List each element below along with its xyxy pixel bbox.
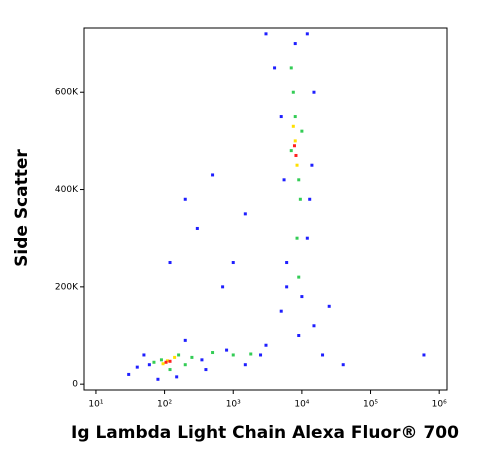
data-point <box>291 90 295 94</box>
data-point <box>297 334 301 338</box>
data-point <box>177 353 181 357</box>
data-point <box>164 360 168 364</box>
data-point <box>305 32 309 36</box>
x-tick-label: 10⁴ <box>294 400 309 410</box>
data-point <box>175 375 179 379</box>
data-point <box>292 144 296 148</box>
data-point <box>168 261 172 265</box>
data-point <box>312 324 316 328</box>
data-point <box>279 309 283 313</box>
data-point <box>190 355 194 359</box>
data-point <box>231 261 235 265</box>
data-point <box>211 351 215 355</box>
data-point <box>183 363 187 367</box>
plot-frame <box>83 27 448 391</box>
data-point <box>293 139 297 143</box>
data-point <box>264 343 268 347</box>
data-point <box>127 372 131 376</box>
y-tick-label: 200K <box>55 282 79 292</box>
data-point <box>285 261 289 265</box>
data-point <box>204 368 208 372</box>
data-point <box>152 360 156 364</box>
data-point <box>297 178 301 182</box>
data-point <box>225 348 229 352</box>
data-point <box>200 358 204 362</box>
data-point <box>135 365 139 369</box>
data-point <box>289 66 293 70</box>
data-point <box>297 275 301 279</box>
data-point <box>168 359 172 363</box>
data-point <box>298 197 302 201</box>
data-point <box>243 212 247 216</box>
data-point <box>173 355 177 359</box>
x-tick-label: 10⁵ <box>363 400 378 410</box>
data-point <box>221 285 225 289</box>
data-point <box>293 42 297 46</box>
data-point <box>312 90 316 94</box>
data-point <box>183 338 187 342</box>
x-tick-label: 10⁶ <box>432 400 447 410</box>
x-axis-label: Ig Lambda Light Chain Alexa Fluor® 700 <box>71 423 459 443</box>
y-tick-label: 400K <box>55 185 79 195</box>
data-point <box>308 197 312 201</box>
data-point <box>300 295 304 299</box>
data-point <box>161 362 165 366</box>
data-point <box>321 353 325 357</box>
data-point <box>156 377 160 381</box>
data-point <box>285 285 289 289</box>
data-point <box>259 353 263 357</box>
data-point <box>295 236 299 240</box>
data-point <box>195 226 199 230</box>
data-point <box>300 129 304 133</box>
data-point <box>159 358 163 362</box>
y-tick-label: 0 <box>72 380 78 390</box>
y-axis-label: Side Scatter <box>12 149 32 267</box>
data-point <box>211 173 215 177</box>
x-tick-label: 10² <box>157 400 172 410</box>
data-point <box>231 353 235 357</box>
data-point <box>279 115 283 119</box>
data-point <box>295 163 299 167</box>
data-point <box>142 353 146 357</box>
data-point <box>273 66 277 70</box>
data-point <box>305 236 309 240</box>
data-point <box>294 153 298 157</box>
data-point <box>341 363 345 367</box>
data-point <box>243 363 247 367</box>
data-point <box>293 115 297 119</box>
data-point <box>147 363 151 367</box>
data-point <box>282 178 286 182</box>
x-tick-label: 10³ <box>226 400 241 410</box>
data-point <box>327 304 331 308</box>
data-point <box>422 353 426 357</box>
data-point <box>264 32 268 36</box>
data-point <box>249 352 253 356</box>
y-tick-label: 600K <box>55 88 79 98</box>
data-point <box>183 197 187 201</box>
data-point <box>289 149 293 153</box>
x-tick-label: 10¹ <box>88 400 103 410</box>
data-point <box>310 163 314 167</box>
data-point <box>168 368 172 372</box>
data-point <box>291 124 295 128</box>
